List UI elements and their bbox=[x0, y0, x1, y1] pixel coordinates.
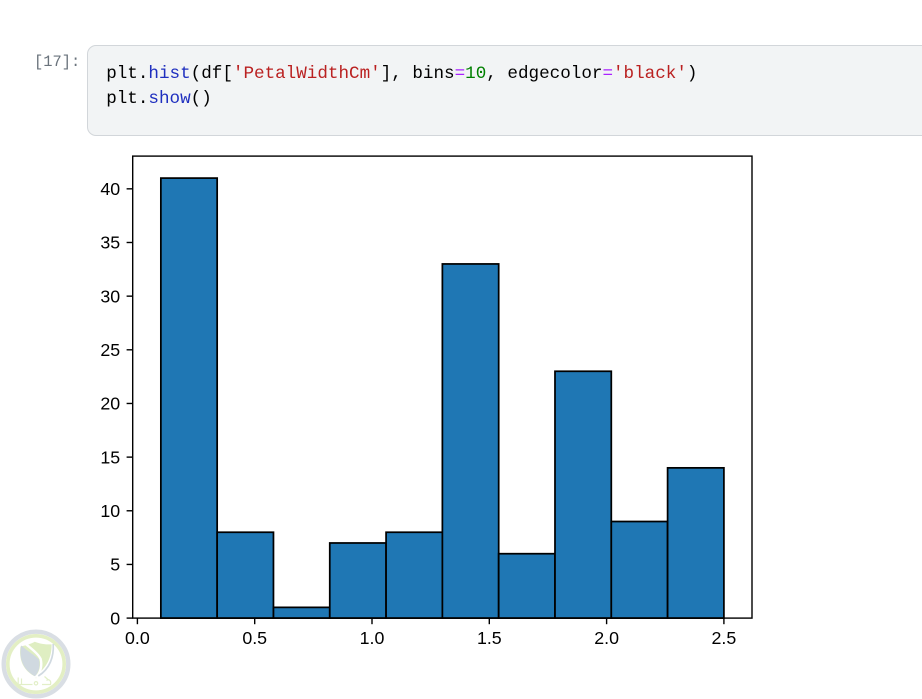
svg-text:10: 10 bbox=[100, 500, 120, 520]
svg-text:1.0: 1.0 bbox=[360, 628, 385, 648]
svg-text:0: 0 bbox=[110, 608, 120, 628]
svg-text:20: 20 bbox=[100, 393, 120, 413]
svg-text:1.5: 1.5 bbox=[477, 628, 502, 648]
svg-text:35: 35 bbox=[100, 232, 120, 252]
svg-text:0.5: 0.5 bbox=[242, 628, 267, 648]
svg-text:0.0: 0.0 bbox=[125, 628, 150, 648]
svg-text:15: 15 bbox=[100, 447, 120, 467]
svg-text:25: 25 bbox=[100, 340, 120, 360]
svg-text:30: 30 bbox=[100, 286, 120, 306]
svg-text:2.0: 2.0 bbox=[594, 628, 619, 648]
svg-text:5: 5 bbox=[110, 554, 120, 574]
svg-text:40: 40 bbox=[100, 179, 120, 199]
svg-text:2.5: 2.5 bbox=[712, 628, 737, 648]
